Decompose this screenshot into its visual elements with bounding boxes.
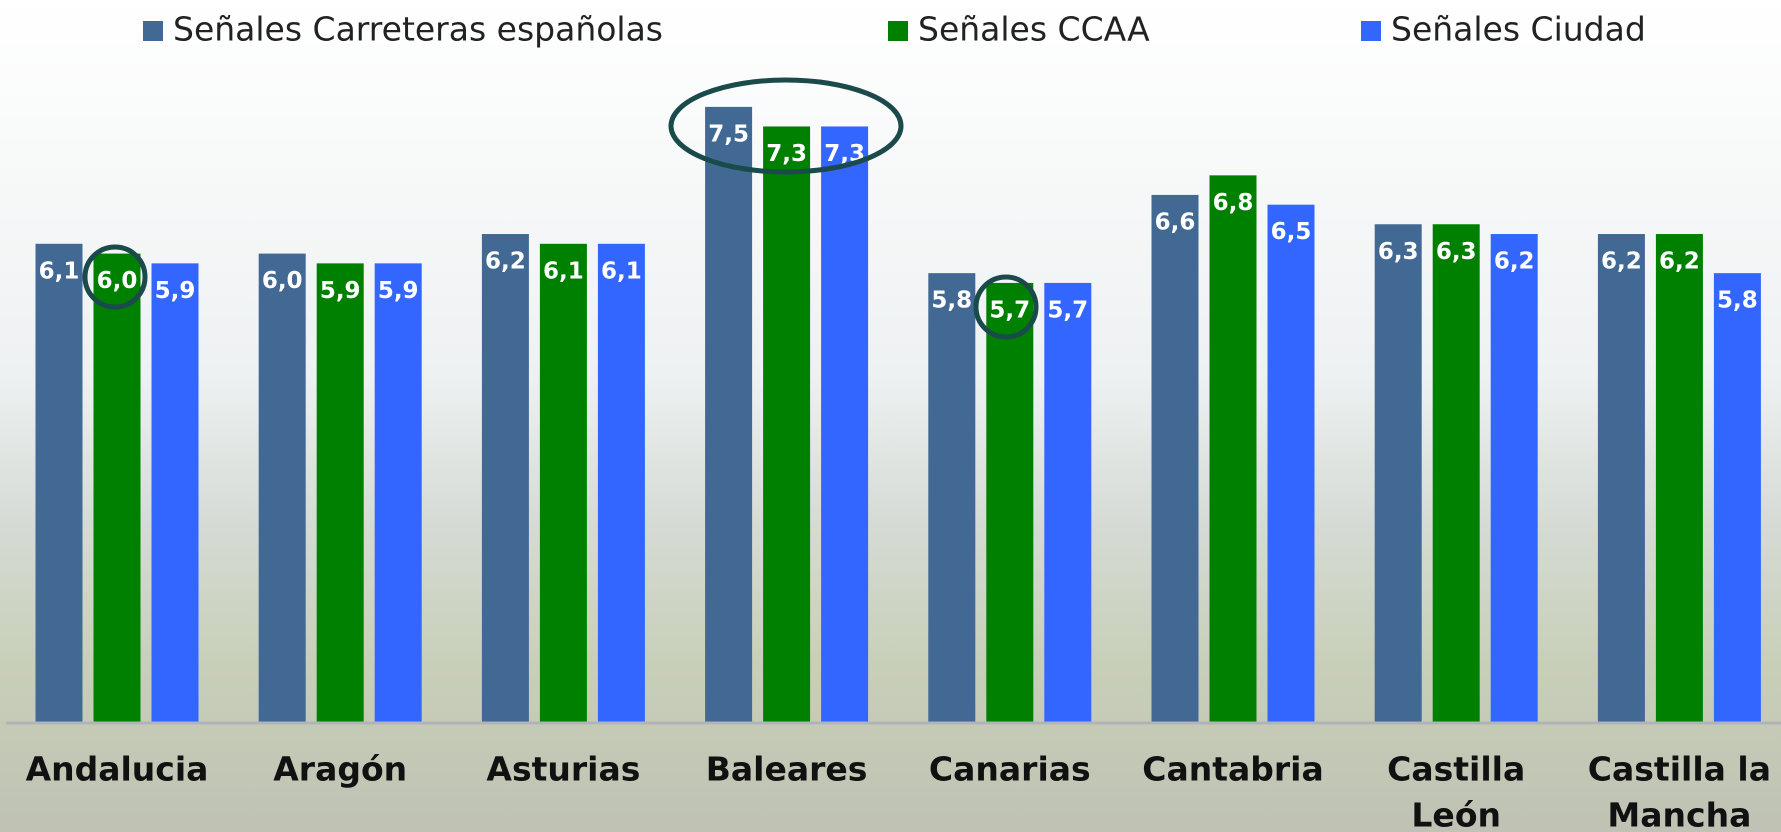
bar — [316, 263, 364, 723]
bar — [597, 243, 645, 723]
legend-swatch — [1361, 21, 1381, 41]
bar — [1432, 224, 1480, 723]
x-tick-label: Baleares — [706, 750, 868, 789]
value-label: 6,1 — [543, 258, 584, 284]
bar — [821, 126, 869, 724]
legend-label: Señales Carreteras españolas — [173, 10, 663, 49]
x-tick-label: Castilla — [1387, 750, 1525, 789]
value-label: 5,9 — [320, 278, 361, 304]
bar — [1490, 234, 1538, 723]
value-label: 6,0 — [262, 268, 303, 294]
bar — [986, 282, 1034, 723]
value-label: 5,7 — [1047, 297, 1088, 323]
value-label: 7,5 — [708, 121, 749, 147]
bar — [374, 263, 422, 723]
bar — [93, 253, 141, 723]
bar — [1267, 204, 1315, 724]
value-label: 7,3 — [766, 141, 807, 167]
highlight-circle — [973, 274, 1039, 340]
value-label: 5,9 — [378, 278, 419, 304]
bar — [481, 234, 529, 723]
bar — [1655, 234, 1703, 723]
value-label: 6,5 — [1271, 219, 1312, 245]
x-tick-label: Mancha — [1607, 796, 1751, 832]
value-label: 6,8 — [1213, 190, 1254, 216]
x-tick-label: Castilla la — [1588, 750, 1771, 789]
value-label: 6,1 — [39, 258, 80, 284]
bar — [1374, 224, 1422, 723]
value-label: 5,8 — [1717, 288, 1758, 314]
x-tick-label: Andalucia — [26, 750, 209, 789]
value-label: 5,7 — [989, 297, 1030, 323]
x-tick-label: Canarias — [929, 750, 1091, 789]
bar — [151, 263, 199, 723]
highlight-circle — [82, 244, 148, 310]
bar — [1597, 234, 1645, 723]
value-label: 6,3 — [1378, 239, 1419, 265]
legend-label: Señales Ciudad — [1391, 10, 1646, 49]
bar — [705, 106, 753, 724]
value-label: 6,3 — [1436, 239, 1477, 265]
bar — [1713, 273, 1761, 723]
x-tick-label: Cantabria — [1142, 750, 1324, 789]
value-label: 6,2 — [1494, 249, 1535, 275]
value-label: 6,2 — [485, 249, 526, 275]
highlight-ellipse — [668, 77, 904, 175]
value-label: 6,2 — [1659, 249, 1700, 275]
value-label: 6,2 — [1601, 249, 1642, 275]
value-label: 6,1 — [601, 258, 642, 284]
legend-label: Señales CCAA — [918, 10, 1150, 49]
legend-swatch — [143, 21, 163, 41]
value-label: 6,0 — [97, 268, 138, 294]
legend-swatch — [888, 21, 908, 41]
bar — [763, 126, 811, 724]
value-label: 5,9 — [155, 278, 196, 304]
bar — [928, 273, 976, 723]
bar — [1209, 175, 1257, 724]
bar — [258, 253, 306, 723]
bar — [1151, 194, 1199, 724]
value-label: 6,6 — [1155, 209, 1196, 235]
x-tick-label: León — [1411, 796, 1501, 832]
x-tick-label: Aragón — [273, 750, 407, 789]
x-tick-label: Asturias — [486, 750, 640, 789]
value-label: 5,8 — [931, 288, 972, 314]
bar — [35, 243, 83, 723]
bar — [539, 243, 587, 723]
bar — [1044, 282, 1092, 723]
